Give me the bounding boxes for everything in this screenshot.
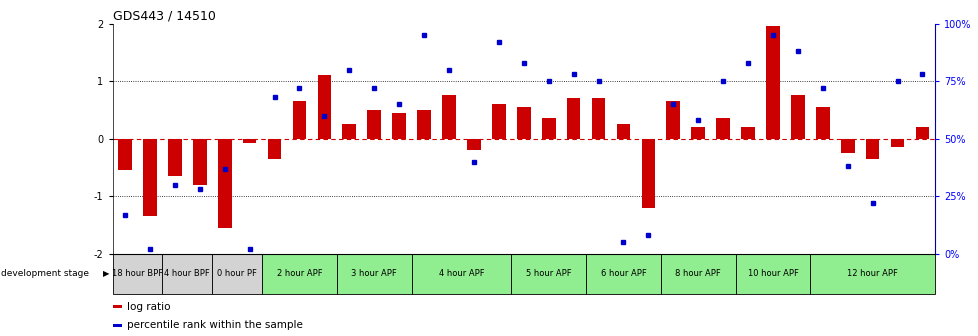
Bar (267, 138, 281, 159)
Text: 10 hour APF: 10 hour APF (747, 269, 798, 278)
Bar (641, 138, 654, 208)
Bar (218, 138, 232, 228)
Bar (541, 119, 555, 138)
Bar (666, 101, 680, 138)
Text: GDS443 / 14510: GDS443 / 14510 (112, 9, 215, 23)
Bar (865, 138, 878, 159)
Bar (566, 98, 580, 138)
Text: percentile rank within the sample: percentile rank within the sample (127, 321, 303, 331)
Bar (118, 138, 132, 170)
Bar (810, 254, 934, 294)
Bar (492, 104, 506, 138)
Bar (467, 138, 480, 150)
Bar (262, 254, 336, 294)
Text: 8 hour APF: 8 hour APF (675, 269, 721, 278)
Bar (411, 254, 511, 294)
Bar (815, 107, 828, 138)
Bar (690, 127, 704, 138)
Bar (442, 95, 456, 138)
Bar (516, 107, 530, 138)
Bar (716, 119, 730, 138)
Bar (591, 98, 604, 138)
Bar (914, 127, 928, 138)
Text: ▶: ▶ (104, 269, 110, 278)
Text: 6 hour APF: 6 hour APF (600, 269, 645, 278)
Text: 4 hour BPF: 4 hour BPF (164, 269, 210, 278)
Bar (162, 254, 212, 294)
Bar (660, 254, 734, 294)
Bar (342, 124, 356, 138)
Bar (243, 138, 256, 142)
Bar (616, 124, 630, 138)
Bar (143, 138, 156, 216)
Bar (193, 138, 206, 185)
Text: development stage: development stage (1, 269, 89, 278)
Bar (511, 254, 586, 294)
Bar (212, 254, 262, 294)
Bar (336, 254, 411, 294)
Text: 4 hour APF: 4 hour APF (438, 269, 484, 278)
Bar (586, 254, 660, 294)
Text: 5 hour APF: 5 hour APF (525, 269, 571, 278)
Text: 18 hour BPF: 18 hour BPF (111, 269, 163, 278)
Text: 12 hour APF: 12 hour APF (846, 269, 897, 278)
Bar (367, 110, 380, 138)
Text: 2 hour APF: 2 hour APF (277, 269, 322, 278)
Bar (417, 110, 430, 138)
Text: 0 hour PF: 0 hour PF (217, 269, 257, 278)
Bar (168, 138, 182, 176)
Bar (734, 254, 810, 294)
Bar (112, 254, 162, 294)
Bar (740, 127, 754, 138)
Bar (790, 95, 804, 138)
Bar (766, 27, 779, 138)
Bar (317, 75, 331, 138)
Bar (840, 138, 854, 153)
Bar (890, 138, 904, 147)
Text: log ratio: log ratio (127, 302, 170, 311)
Text: 3 hour APF: 3 hour APF (351, 269, 397, 278)
Bar (392, 113, 406, 138)
Bar (292, 101, 306, 138)
